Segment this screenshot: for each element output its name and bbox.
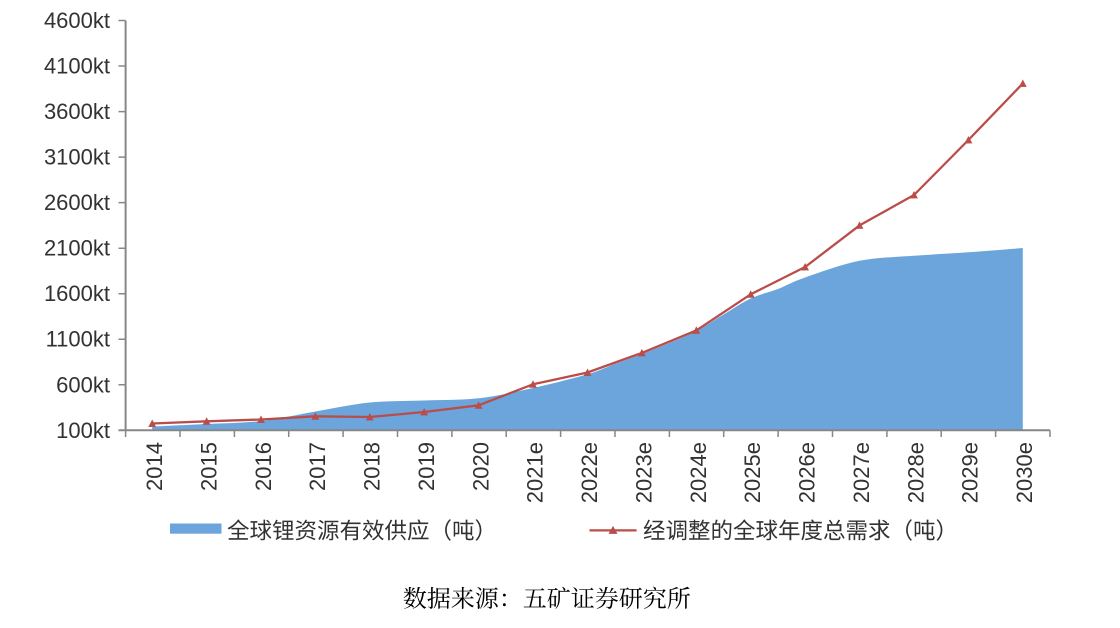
svg-text:2022e: 2022e xyxy=(577,442,602,503)
svg-text:600kt: 600kt xyxy=(56,372,110,397)
svg-text:2017: 2017 xyxy=(305,442,330,491)
svg-text:4600kt: 4600kt xyxy=(44,8,110,33)
svg-text:2030e: 2030e xyxy=(1012,442,1037,503)
svg-text:2023e: 2023e xyxy=(632,442,657,503)
svg-text:3100kt: 3100kt xyxy=(44,145,110,170)
svg-text:2016: 2016 xyxy=(251,442,276,491)
svg-text:2600kt: 2600kt xyxy=(44,190,110,215)
svg-text:4100kt: 4100kt xyxy=(44,54,110,79)
svg-text:100kt: 100kt xyxy=(56,418,110,443)
svg-text:2100kt: 2100kt xyxy=(44,236,110,261)
svg-text:2025e: 2025e xyxy=(740,442,765,503)
svg-text:2020: 2020 xyxy=(468,442,493,491)
svg-text:2029e: 2029e xyxy=(958,442,983,503)
svg-text:2024e: 2024e xyxy=(686,442,711,503)
svg-text:2015: 2015 xyxy=(197,442,222,491)
svg-text:2014: 2014 xyxy=(142,442,167,491)
svg-text:2018: 2018 xyxy=(360,442,385,491)
svg-text:2026e: 2026e xyxy=(795,442,820,503)
svg-text:2019: 2019 xyxy=(414,442,439,491)
svg-text:1100kt: 1100kt xyxy=(46,327,110,352)
svg-text:2028e: 2028e xyxy=(903,442,928,503)
svg-text:3600kt: 3600kt xyxy=(44,99,110,124)
svg-text:1600kt: 1600kt xyxy=(44,281,110,306)
svg-text:2027e: 2027e xyxy=(849,442,874,503)
svg-text:2021e: 2021e xyxy=(523,442,548,503)
